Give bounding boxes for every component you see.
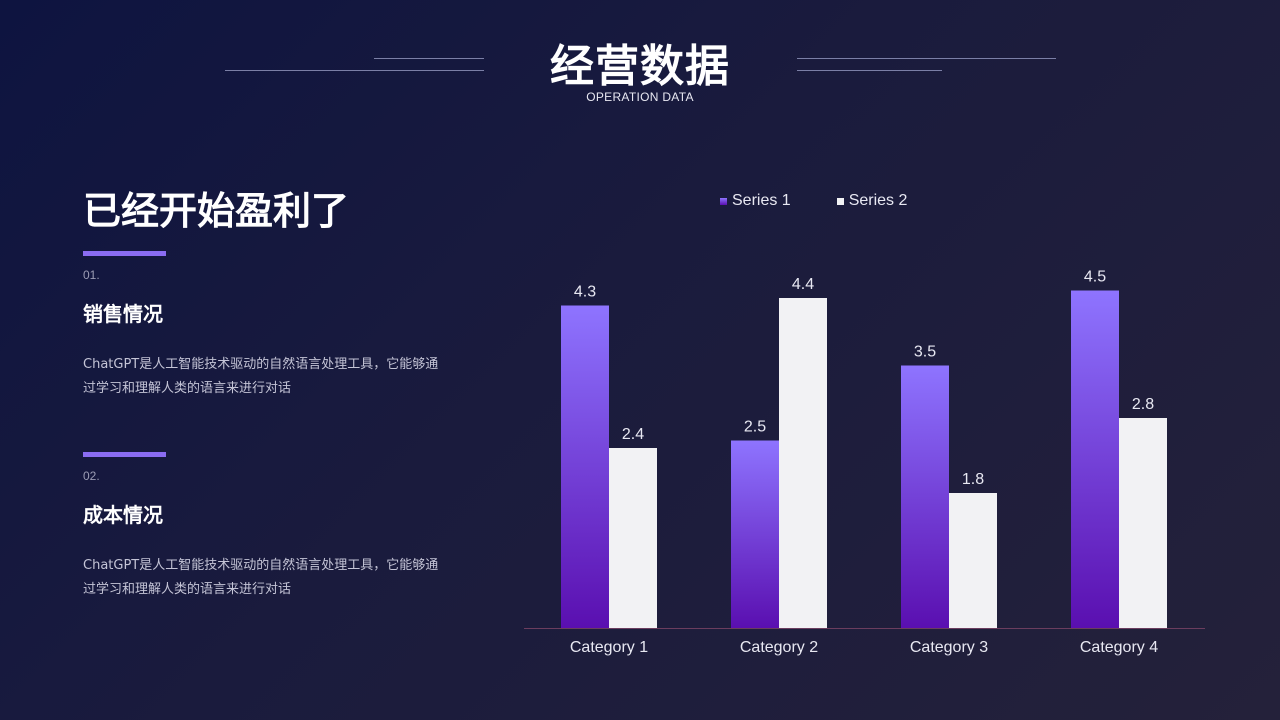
data-label-series-1-category-2: 2.5	[744, 419, 766, 436]
data-label-series-2-category-2: 4.4	[792, 276, 814, 293]
legend-label-series-1: Series 1	[732, 192, 791, 209]
page-subtitle: OPERATION DATA	[586, 90, 694, 104]
legend-swatch-series-1	[720, 197, 727, 205]
data-label-series-1-category-4: 4.5	[1084, 269, 1106, 286]
headline: 已经开始盈利了	[83, 189, 350, 233]
legend-item-series-1: Series 1	[720, 192, 791, 210]
page-title: 经营数据	[550, 41, 730, 92]
bar-series-2-category-4	[1119, 418, 1167, 628]
item-desc-sales: ChatGPT是人工智能技术驱动的自然语言处理工具，它能够通过学习和理解人类的语…	[83, 357, 439, 396]
accent-bar-2	[83, 452, 166, 457]
item-title-cost: 成本情况	[83, 503, 163, 527]
x-tick-label-4: Category 4	[1080, 639, 1158, 656]
bar-series-1-category-4	[1071, 290, 1119, 628]
x-tick-label-1: Category 1	[570, 639, 648, 656]
bar-series-2-category-3	[949, 493, 997, 628]
data-label-series-1-category-3: 3.5	[914, 344, 936, 361]
bar-series-1-category-2	[731, 440, 779, 628]
bar-series-1-category-1	[561, 305, 609, 628]
legend-label-series-2: Series 2	[848, 192, 908, 209]
legend-swatch-series-2	[836, 197, 844, 205]
item-number-1: 01.	[83, 268, 100, 282]
x-tick-label-2: Category 2	[740, 639, 818, 656]
header-line-right-long	[797, 58, 1056, 59]
header-line-left-long	[225, 70, 484, 71]
accent-bar-1	[83, 251, 166, 256]
item-number-2: 02.	[83, 469, 100, 483]
chart-legend: Series 1 Series 2	[720, 192, 907, 210]
header-line-right-short	[797, 70, 942, 71]
legend-item-series-2: Series 2	[836, 192, 908, 210]
bar-series-1-category-3	[901, 365, 949, 628]
data-label-series-2-category-1: 2.4	[622, 426, 644, 443]
data-label-series-2-category-3: 1.8	[962, 471, 984, 488]
header-line-left-short	[374, 58, 484, 59]
bar-series-2-category-1	[609, 448, 657, 628]
data-label-series-1-category-1: 4.3	[574, 284, 596, 301]
item-desc-cost: ChatGPT是人工智能技术驱动的自然语言处理工具，它能够通过学习和理解人类的语…	[83, 558, 439, 597]
item-title-sales: 销售情况	[83, 302, 163, 326]
bar-series-2-category-2	[779, 298, 827, 628]
data-label-series-2-category-4: 2.8	[1132, 396, 1154, 413]
x-tick-label-3: Category 3	[910, 639, 988, 656]
